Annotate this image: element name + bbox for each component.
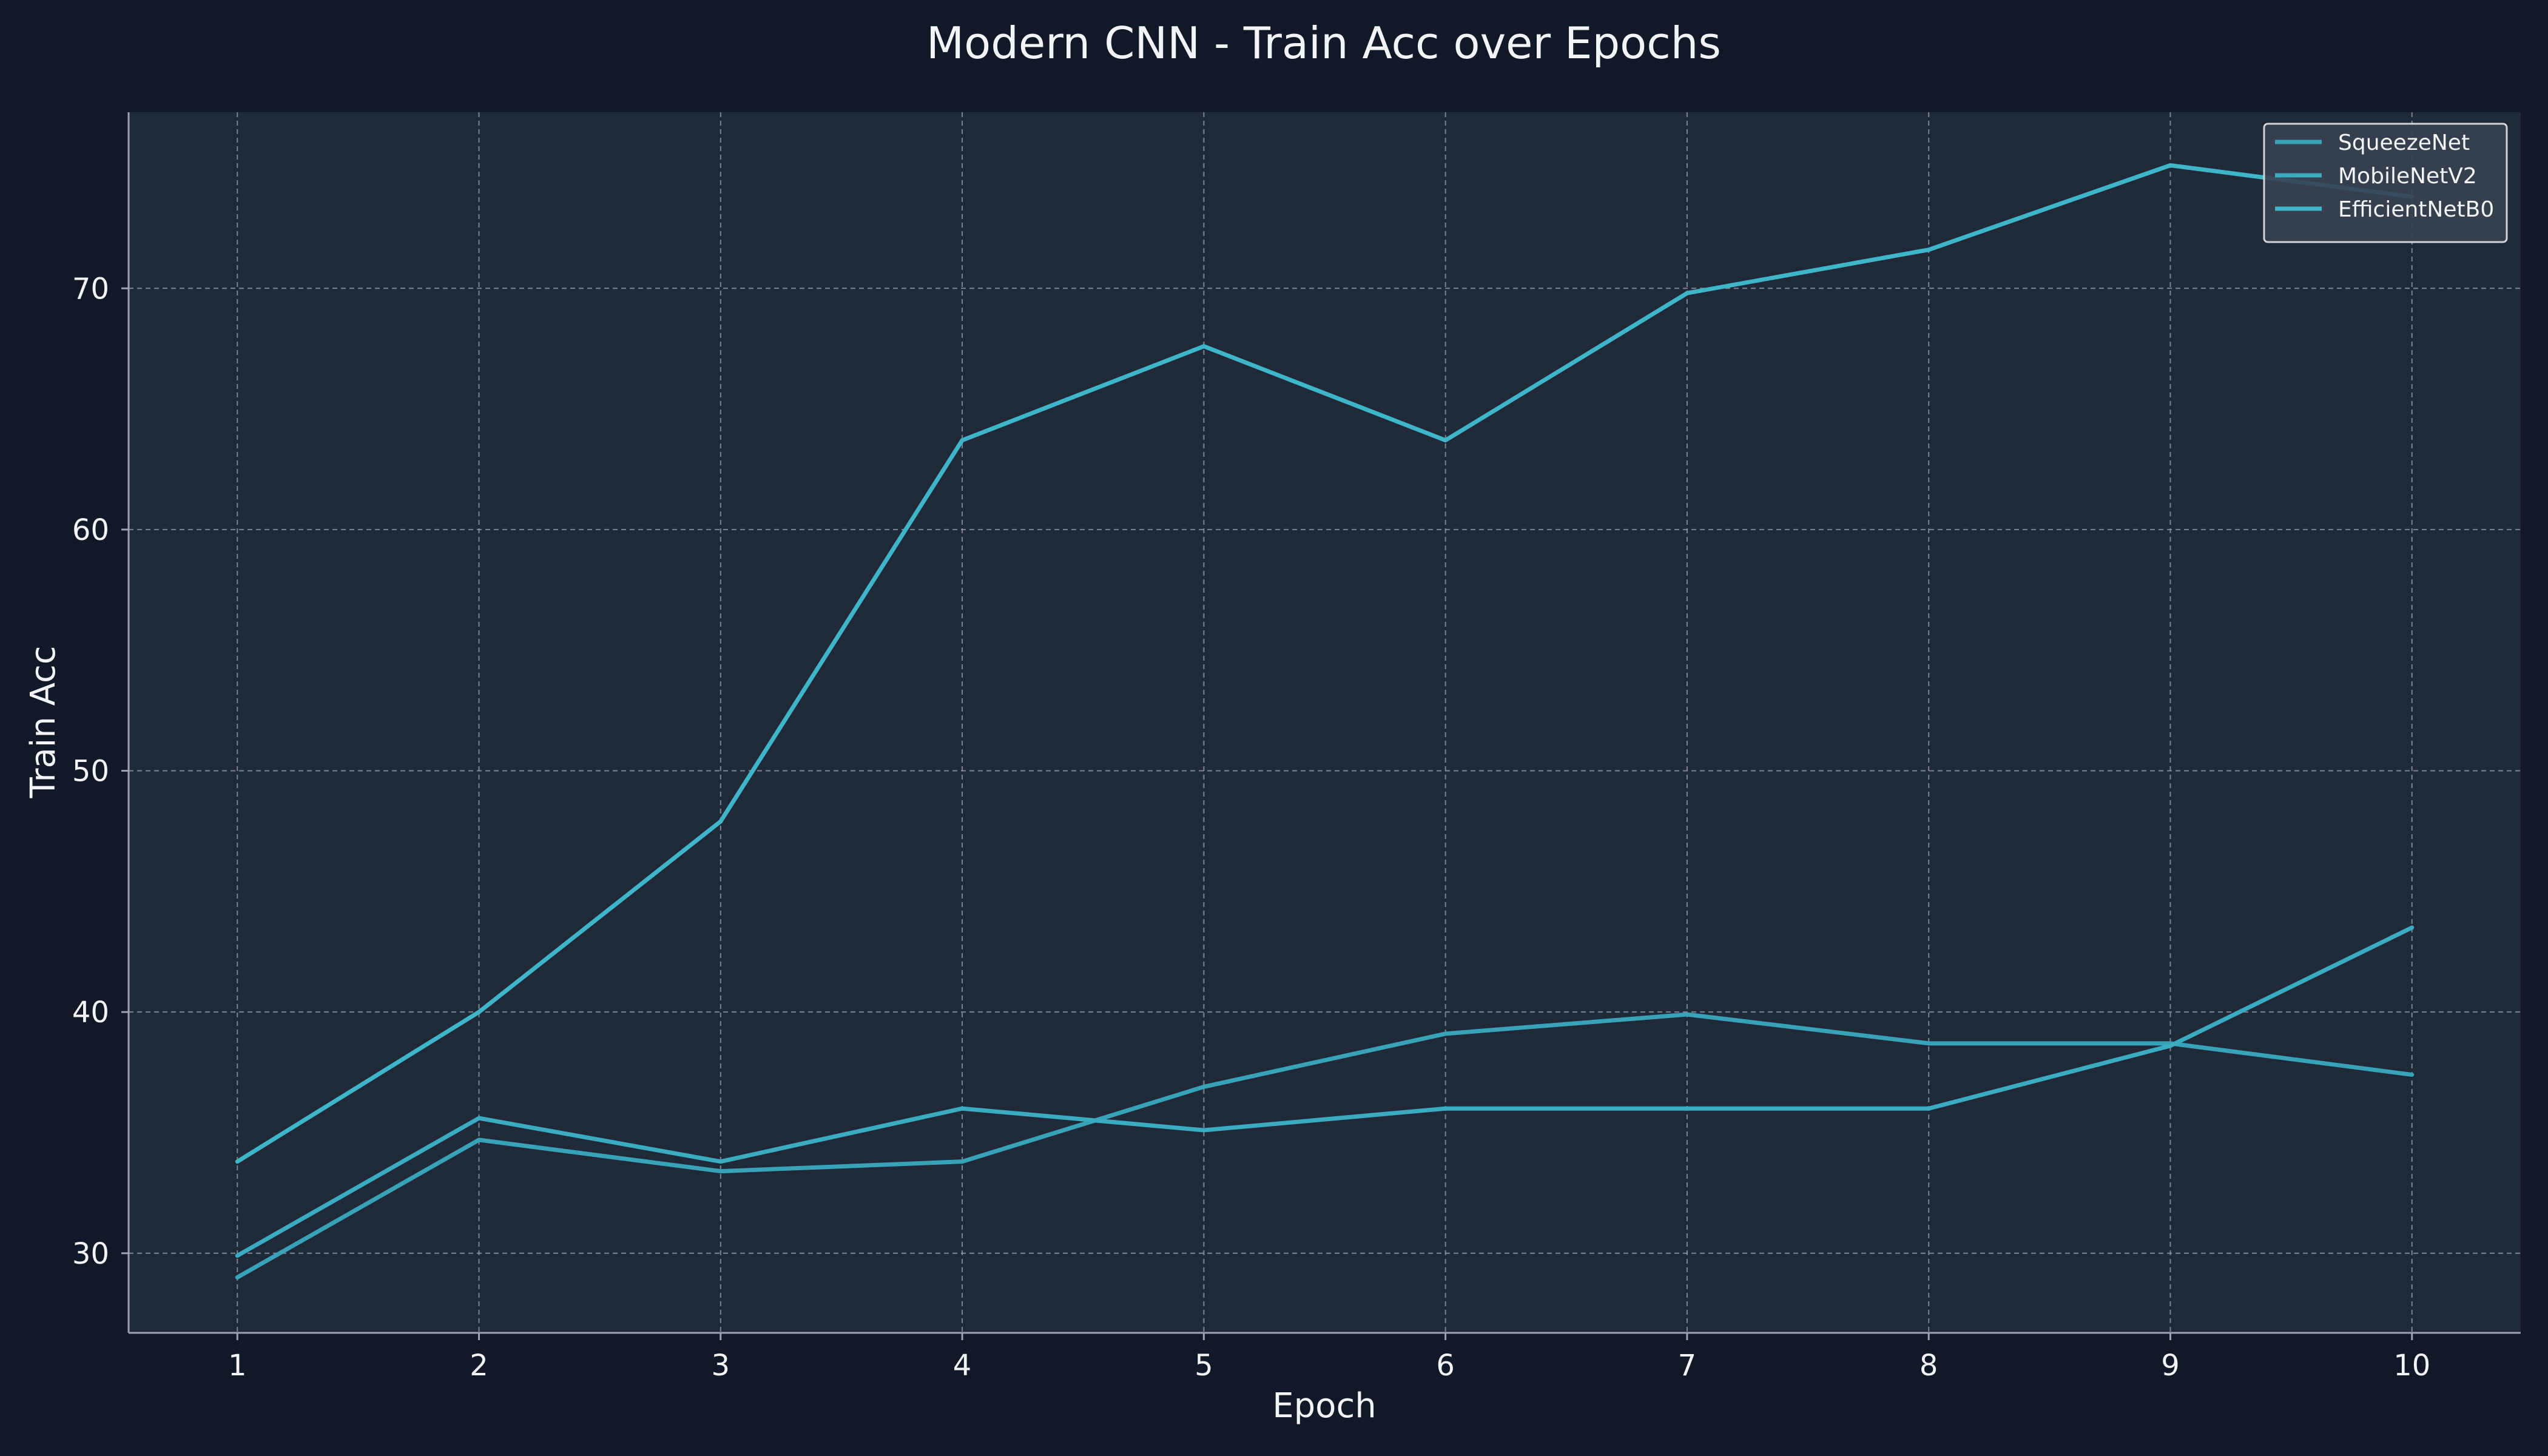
x-tick-label: 1 bbox=[228, 1349, 247, 1383]
y-tick-label: 40 bbox=[72, 996, 109, 1030]
series-line-efficientnetb0 bbox=[235, 163, 2415, 1164]
x-tick-label: 9 bbox=[2161, 1349, 2180, 1383]
x-tick-label: 4 bbox=[953, 1349, 972, 1383]
x-tick-label: 6 bbox=[1436, 1349, 1455, 1383]
x-tick-label: 8 bbox=[1919, 1349, 1938, 1383]
legend-box bbox=[2263, 123, 2508, 243]
chart-title: Modern CNN - Train Acc over Epochs bbox=[926, 18, 1721, 69]
x-tick-label: 5 bbox=[1195, 1349, 1213, 1383]
y-tick-label: 50 bbox=[72, 755, 109, 789]
series-lines bbox=[235, 163, 2415, 1280]
series-line-squeezenet bbox=[235, 1012, 2415, 1280]
y-tick-label: 70 bbox=[72, 272, 109, 306]
legend-label: EfficientNetB0 bbox=[2338, 197, 2494, 222]
x-tick-label: 2 bbox=[470, 1349, 488, 1383]
legend-label: MobileNetV2 bbox=[2338, 164, 2477, 189]
series-line-mobilenetv2 bbox=[235, 925, 2415, 1258]
y-axis-label: Train Acc bbox=[24, 645, 63, 798]
axes: 1 2 3 4 5 6 7 8 9 10 30 40 50 60 70 bbox=[72, 112, 2521, 1383]
x-tick-label: 7 bbox=[1678, 1349, 1697, 1383]
x-tick-label: 3 bbox=[712, 1349, 730, 1383]
y-tick-label: 60 bbox=[72, 513, 109, 547]
plot-area bbox=[129, 112, 2521, 1333]
x-tick-label: 10 bbox=[2393, 1349, 2430, 1383]
legend: SqueezeNet MobileNetV2 EfficientNetB0 bbox=[2263, 123, 2508, 243]
y-tick-label: 30 bbox=[72, 1237, 109, 1271]
x-axis-label: Epoch bbox=[1272, 1386, 1376, 1426]
legend-label: SqueezeNet bbox=[2338, 130, 2470, 155]
